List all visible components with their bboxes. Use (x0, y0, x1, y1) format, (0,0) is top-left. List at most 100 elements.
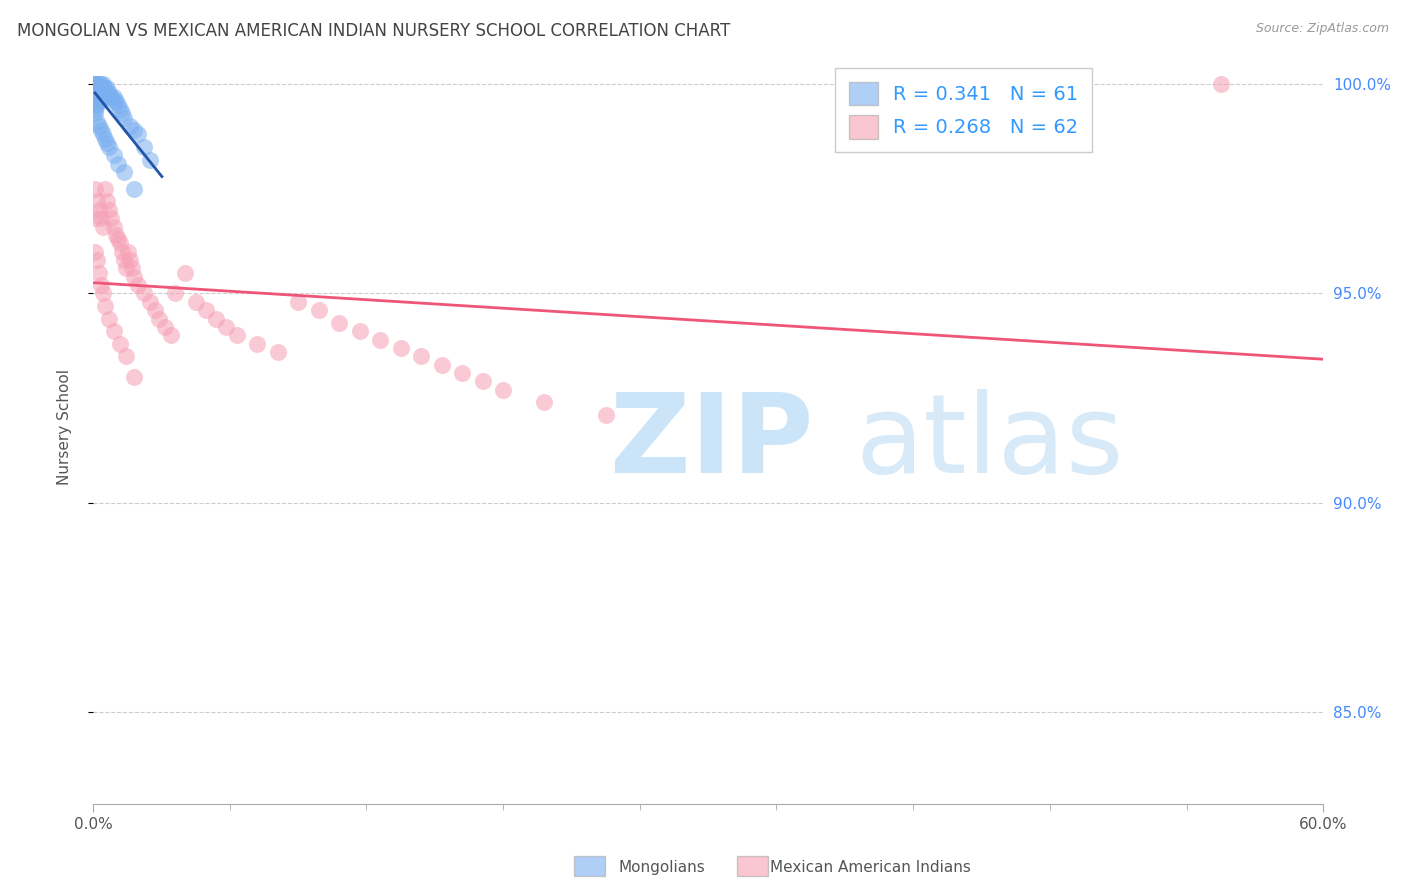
Text: ZIP: ZIP (610, 389, 813, 496)
Point (308, 303, 330, 318)
Point (89, 266, 111, 280)
Point (451, 366, 474, 380)
Point (127, 278, 149, 293)
Point (111, 106, 134, 120)
Point (139, 153, 162, 167)
Point (86, 98, 108, 112)
Point (96, 81, 118, 95)
Point (89, 86, 111, 100)
Point (112, 252, 135, 267)
Point (86, 77, 108, 91)
Point (94, 182, 117, 196)
Point (98, 86, 121, 100)
Point (225, 328, 247, 343)
Text: Mexican American Indians: Mexican American Indians (770, 860, 972, 874)
Point (328, 316, 350, 330)
Point (108, 336, 131, 351)
Point (409, 349, 432, 363)
Point (94, 131, 117, 145)
Point (104, 94, 127, 108)
Point (90, 211, 112, 226)
Point (205, 311, 228, 326)
Point (112, 165, 135, 179)
Point (114, 261, 136, 276)
Point (103, 219, 125, 234)
Point (84, 81, 107, 95)
Text: Mongolians: Mongolians (619, 860, 706, 874)
Point (163, 286, 186, 301)
Point (86, 115, 108, 129)
Point (122, 269, 145, 284)
Point (86, 81, 108, 95)
Text: MONGOLIAN VS MEXICAN AMERICAN INDIAN NURSERY SCHOOL CORRELATION CHART: MONGOLIAN VS MEXICAN AMERICAN INDIAN NUR… (17, 22, 730, 40)
Point (112, 111, 135, 125)
Point (107, 232, 129, 246)
Point (90, 81, 112, 95)
Point (100, 211, 122, 226)
Point (84, 89, 107, 103)
Point (349, 324, 371, 338)
Point (122, 123, 145, 137)
Point (90, 278, 112, 293)
Point (153, 320, 176, 334)
Point (103, 148, 125, 162)
Point (96, 86, 118, 100)
Point (492, 383, 515, 397)
Point (84, 86, 107, 100)
Point (91, 81, 114, 95)
Point (368, 333, 391, 347)
Point (108, 103, 131, 117)
Point (89, 202, 111, 217)
Point (117, 244, 139, 259)
Point (84, 211, 107, 226)
Point (84, 106, 107, 120)
Point (98, 89, 121, 103)
Point (90, 77, 112, 91)
Point (86, 252, 108, 267)
Point (98, 202, 121, 217)
Legend: R = 0.341   N = 61, R = 0.268   N = 62: R = 0.341 N = 61, R = 0.268 N = 62 (835, 68, 1092, 153)
Point (107, 98, 129, 112)
Point (266, 345, 288, 359)
Point (86, 77, 108, 91)
Point (94, 299, 117, 313)
Point (107, 157, 129, 171)
Point (103, 89, 125, 103)
Point (1209, 77, 1232, 91)
Point (127, 128, 149, 142)
Point (118, 252, 141, 267)
Point (84, 98, 107, 112)
Point (118, 119, 141, 133)
Point (89, 81, 111, 95)
Point (108, 236, 131, 251)
Point (84, 77, 107, 91)
Point (84, 94, 107, 108)
Point (86, 86, 108, 100)
Point (89, 89, 111, 103)
Point (94, 81, 117, 95)
Point (86, 89, 108, 103)
Point (96, 194, 118, 209)
Point (91, 286, 114, 301)
Point (84, 182, 107, 196)
Point (84, 77, 107, 91)
Point (174, 266, 197, 280)
Point (122, 182, 145, 196)
Point (84, 103, 107, 117)
Point (98, 311, 121, 326)
Text: Source: ZipAtlas.com: Source: ZipAtlas.com (1256, 22, 1389, 36)
Text: atlas: atlas (856, 389, 1125, 496)
Point (103, 324, 125, 338)
Point (91, 128, 114, 142)
Point (160, 328, 183, 343)
Point (134, 140, 156, 154)
Point (134, 286, 156, 301)
Point (94, 89, 117, 103)
Point (94, 86, 117, 100)
Point (89, 94, 111, 108)
Point (100, 89, 122, 103)
Point (184, 294, 207, 309)
Point (246, 336, 269, 351)
Point (389, 341, 412, 355)
Point (471, 375, 494, 389)
